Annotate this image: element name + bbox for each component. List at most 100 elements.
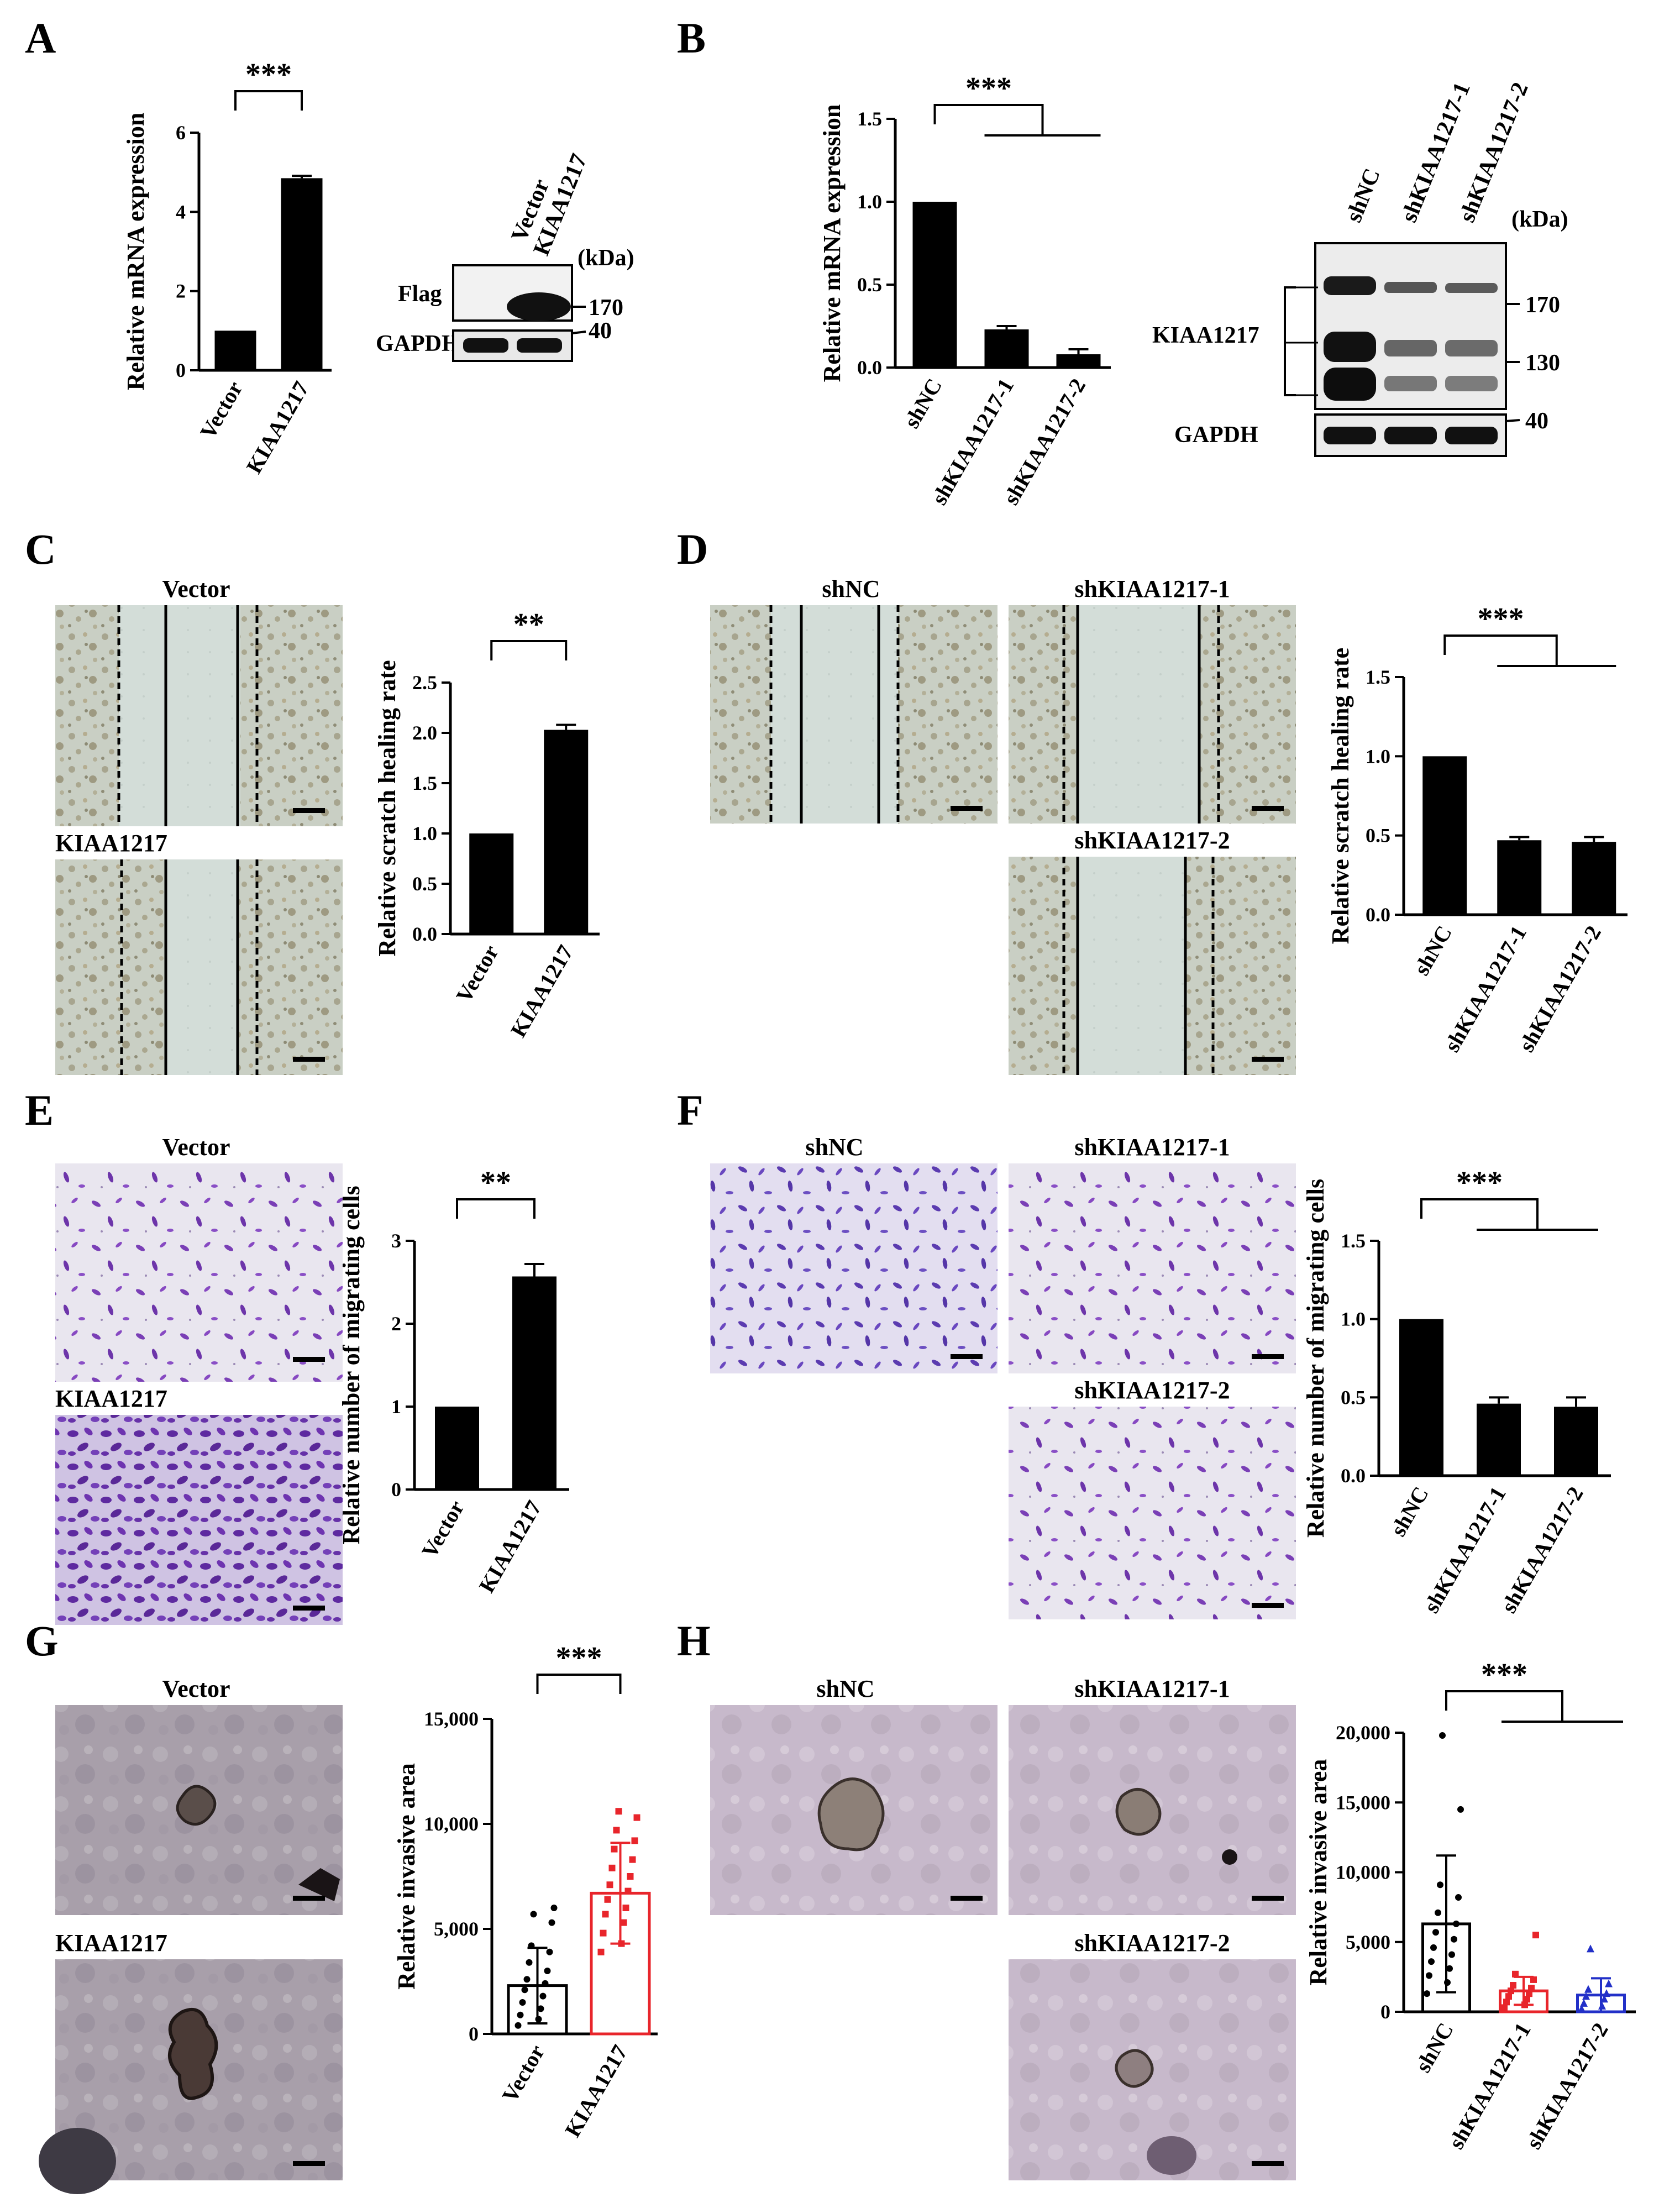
category-label-b-0: shNC	[899, 374, 947, 432]
category-label-f-0: shNC	[1385, 1482, 1434, 1540]
data-point-h-1	[1508, 1987, 1514, 1995]
data-point-g-0	[530, 1911, 537, 1918]
y-tick-label-f: 0.0	[1341, 1465, 1366, 1487]
scratch-gap-d-sh1	[1078, 605, 1199, 824]
scale-bar	[293, 808, 325, 813]
scale-bar	[1252, 1896, 1284, 1901]
significance-bracket-d	[1443, 634, 1558, 666]
data-point-g-0	[523, 1976, 531, 1983]
data-point-h-1	[1510, 1982, 1516, 1989]
significance-bracket-h	[1445, 1690, 1563, 1722]
blot-b-marker-170: 170	[1525, 292, 1560, 318]
category-label-e-0: Vector	[417, 1496, 469, 1562]
data-point-g-1	[613, 1827, 620, 1834]
significance-stars-b: ***	[965, 71, 1012, 106]
scale-bar	[1252, 1354, 1284, 1359]
data-point-h-0	[1426, 1972, 1432, 1979]
blot-a-marker-40: 40	[589, 318, 612, 344]
bar-e-0	[435, 1407, 479, 1490]
scale-bar	[1252, 2161, 1284, 2166]
blot-b-band-sh2-3	[1445, 376, 1498, 391]
y-tick-label-g: 10,000	[424, 1813, 479, 1835]
y-axis-label-g: Relative invasive area	[393, 1763, 420, 1990]
y-axis-label-b: Relative mRNA expression	[818, 104, 846, 382]
data-point-h-2	[1605, 1979, 1613, 1987]
blot-a-marker-170: 170	[589, 295, 623, 321]
blot-b-band-shnc-3	[1324, 368, 1376, 401]
scale-bar	[951, 806, 983, 811]
blot-b-row-kiaa1217: KIAA1217	[1152, 323, 1259, 348]
data-point-g-1	[624, 1887, 632, 1895]
data-point-h-2	[1587, 1944, 1594, 1953]
bar-f-1	[1477, 1403, 1521, 1476]
scale-bar	[951, 1354, 983, 1359]
blot-b-band-sh2-2	[1445, 340, 1498, 356]
y-tick-label-f: 1.0	[1341, 1308, 1366, 1330]
data-point-g-1	[629, 1856, 636, 1863]
data-point-h-0	[1444, 1979, 1451, 1986]
bar-a-1	[281, 178, 323, 370]
data-point-g-0	[528, 1942, 535, 1949]
blot-a-gapdh-band-1	[463, 338, 508, 353]
y-tick-label-d: 0.5	[1366, 825, 1390, 847]
chart-a: 0 2 4 6 Relative mRNA expression VectorKIAA12…	[122, 57, 332, 478]
scratch-gap-c-vector	[119, 605, 240, 826]
data-point-g-1	[597, 1948, 605, 1955]
category-label-c-1: KIAA1217	[506, 941, 578, 1041]
y-tick-label-b: 1.5	[857, 108, 882, 130]
data-point-h-0	[1428, 1958, 1435, 1965]
image-title-h-sh1: shKIAA1217-1	[1074, 1675, 1230, 1702]
image-title-e-kiaa1217: KIAA1217	[55, 1385, 167, 1412]
category-label-h-1: shKIAA1217-1	[1443, 2018, 1536, 2153]
data-point-h-0	[1457, 1806, 1464, 1813]
transwell-image-e-vector	[55, 1163, 343, 1382]
data-point-h-1	[1530, 1976, 1537, 1983]
y-tick-label-e: 0	[391, 1478, 401, 1501]
data-point-g-1	[622, 1905, 629, 1911]
blot-b-band-shnc-1	[1324, 276, 1376, 295]
scale-bar	[293, 1896, 325, 1901]
blot-a-flag-band	[507, 292, 571, 321]
image-title-d-shnc: shNC	[822, 575, 880, 602]
blot-b-marker-40: 40	[1525, 408, 1548, 434]
y-tick-label-e: 1	[391, 1396, 401, 1418]
bar-b-0	[912, 202, 957, 368]
y-tick-label-h: 0	[1380, 2001, 1390, 2023]
transwell-image-e-kiaa1217	[55, 1415, 343, 1625]
blot-b-gapdh-band-1	[1324, 427, 1376, 444]
data-point-h-2	[1580, 1999, 1588, 2007]
micrographs-e: Vector KIAA1217	[55, 1134, 343, 1625]
category-label-a-0: Vector	[195, 377, 248, 443]
spheroid-g-vector	[176, 1785, 217, 1826]
y-tick-label-a: 6	[176, 122, 186, 144]
data-point-h-0	[1430, 1944, 1437, 1951]
significance-bracket-a	[234, 90, 303, 111]
debris-h-sh1	[1222, 1849, 1237, 1865]
data-point-g-0	[548, 1919, 555, 1926]
micrographs-c: Vector KIAA1217	[55, 575, 343, 1075]
image-title-f-sh2: shKIAA1217-2	[1074, 1377, 1230, 1404]
data-point-h-0	[1435, 1909, 1441, 1916]
y-axis-label-f: Relative number of migrating cells	[1302, 1179, 1329, 1538]
y-axis-label-h: Relative invasive area	[1305, 1759, 1332, 1986]
chart-c: 0.0 0.5 1.0 1.5 2.0 2.5 Relative scratch heali…	[374, 607, 600, 1041]
data-point-g-1	[602, 1911, 609, 1918]
y-tick-label-a: 4	[176, 201, 186, 223]
western-blot-a: Vector KIAA1217 (kDa) Flag GAPDH 170 40	[376, 150, 634, 362]
chart-b: 0.0 0.5 1.0 1.5 Relative mRNA expression shNC…	[818, 71, 1111, 509]
image-title-d-sh2: shKIAA1217-2	[1074, 827, 1230, 854]
blot-b-band-shnc-2	[1324, 332, 1376, 362]
blot-b-unit: (kDa)	[1511, 207, 1568, 232]
blot-b-band-sh1-3	[1384, 376, 1437, 391]
significance-stars-d: ***	[1478, 602, 1524, 636]
scale-bar	[293, 1606, 325, 1611]
y-tick-label-d: 1.5	[1366, 666, 1390, 688]
y-tick-label-f: 0.5	[1341, 1386, 1366, 1408]
image-title-g-vector: Vector	[162, 1675, 230, 1702]
y-axis-label-c: Relative scratch healing rate	[374, 660, 401, 956]
data-point-g-1	[600, 1929, 607, 1937]
y-axis-label-d: Relative scratch healing rate	[1327, 648, 1354, 944]
panel-label-a: A	[25, 14, 56, 62]
